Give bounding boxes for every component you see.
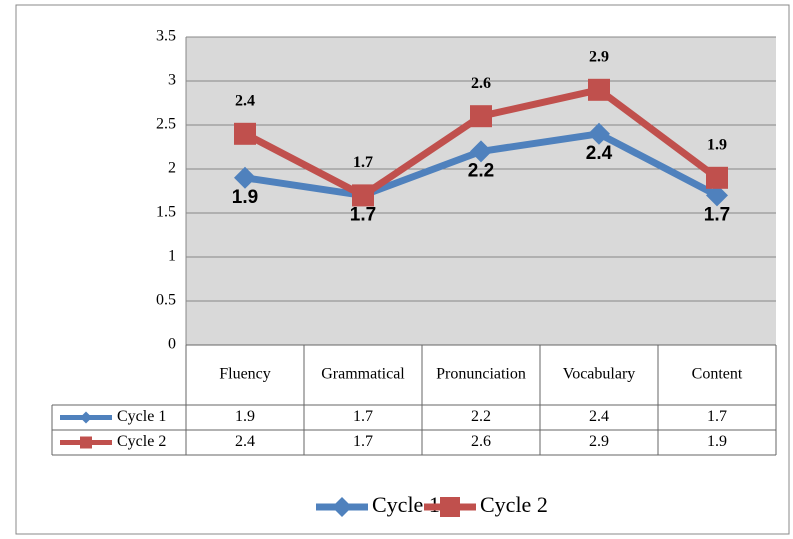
table-cell: 1.9 xyxy=(707,433,727,450)
marker xyxy=(234,166,256,189)
table-cell: 1.7 xyxy=(353,433,373,450)
table-cell: 1.7 xyxy=(353,408,373,425)
legend-label: Cycle 2 xyxy=(480,492,548,517)
data-label: 1.9 xyxy=(232,187,258,208)
y-tick-label: 0 xyxy=(168,336,176,353)
data-label: 2.4 xyxy=(235,92,255,109)
marker xyxy=(588,78,610,101)
data-label: 2.6 xyxy=(471,75,491,92)
legend-marker xyxy=(332,497,352,517)
x-tick-label: Content xyxy=(692,366,743,383)
y-tick-label: 2 xyxy=(168,160,176,177)
legend-marker xyxy=(440,497,460,517)
x-tick-label: Pronunciation xyxy=(436,366,526,383)
marker xyxy=(706,166,728,189)
x-tick-label: Grammatical xyxy=(321,366,405,383)
plot-area xyxy=(186,37,776,345)
legend-key-marker xyxy=(80,436,92,449)
data-label: 2.4 xyxy=(586,143,613,164)
y-tick-label: 0.5 xyxy=(156,292,176,309)
marker xyxy=(470,105,492,128)
y-tick-label: 3 xyxy=(168,72,176,89)
table-cell: 1.9 xyxy=(235,408,255,425)
data-label: 2.9 xyxy=(589,48,609,65)
data-label: 1.7 xyxy=(353,154,373,171)
data-label: 1.9 xyxy=(707,136,727,153)
x-tick-label: Fluency xyxy=(219,366,271,383)
data-label: 1.7 xyxy=(704,204,730,225)
data-label: 1.7 xyxy=(350,204,376,225)
y-tick-label: 1.5 xyxy=(156,204,176,221)
x-tick-label: Vocabulary xyxy=(563,366,636,383)
legend-key-marker xyxy=(80,411,92,424)
marker xyxy=(234,122,256,145)
marker xyxy=(470,140,492,163)
marker xyxy=(706,184,728,207)
table-cell: 2.6 xyxy=(471,433,491,450)
table-cell: 2.4 xyxy=(235,433,255,450)
table-cell: 2.9 xyxy=(589,433,609,450)
table-cell: 2.2 xyxy=(471,408,491,425)
table-series-name: Cycle 1 xyxy=(117,408,166,425)
table-cell: 1.7 xyxy=(707,408,727,425)
table-cell: 2.4 xyxy=(589,408,609,425)
marker xyxy=(588,122,610,145)
y-tick-label: 2.5 xyxy=(156,116,176,133)
data-label: 2.2 xyxy=(468,160,494,181)
marker xyxy=(352,184,374,207)
table-series-name: Cycle 2 xyxy=(117,433,166,450)
y-tick-label: 1 xyxy=(168,248,176,265)
y-tick-label: 3.5 xyxy=(156,28,176,45)
